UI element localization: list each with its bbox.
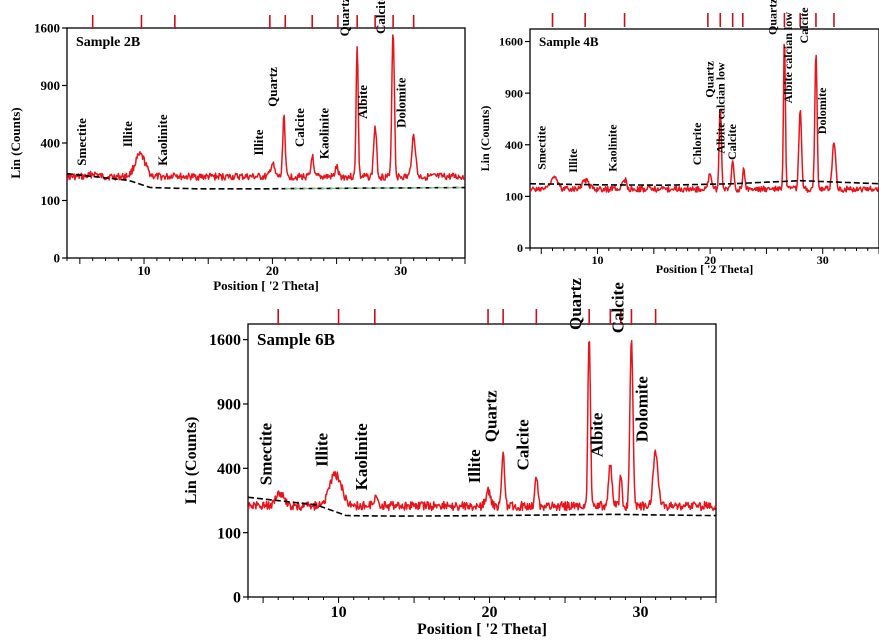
y-axis-label: Lin (Counts)	[183, 417, 200, 505]
peak-annotation: Calcite	[797, 7, 811, 44]
diffraction-pattern	[247, 339, 717, 512]
chart-1: 0 100 400 900 1600 10 20 30 Position [ '2 Theta]…	[8, 0, 466, 293]
x-axis-label: Position [ '2 Theta]	[656, 262, 753, 276]
background-curve	[247, 496, 716, 517]
y-axis-label: Lin (Counts)	[8, 107, 23, 178]
y-tick-label: 0	[233, 590, 241, 607]
x-tick-label: 30	[394, 263, 407, 278]
peak-annotation: Smectite	[535, 125, 549, 170]
y-tick-label: 1600	[34, 21, 60, 36]
x-tick-label: 20	[266, 263, 279, 278]
y-tick-label: 100	[505, 190, 523, 204]
y-tick-label: 900	[217, 397, 241, 414]
plot-frame	[529, 28, 879, 249]
peak-annotation: Quartz	[482, 390, 501, 442]
peak-annotation: Calcite	[513, 419, 532, 470]
peak-annotation: Calcite	[608, 282, 627, 333]
peak-annotation: Albite calcian low	[781, 12, 795, 104]
y-axis-label: Lin (Counts)	[478, 106, 492, 172]
y-tick-label: 1600	[209, 332, 241, 349]
x-axis-label: Position [ '2 Theta]	[417, 621, 547, 638]
chart-2: 0 100 400 900 1600 10 20 30 Position [ '2 Theta]…	[478, 0, 879, 276]
peak-annotation: Dolomite	[815, 87, 829, 134]
background-curve	[66, 172, 465, 190]
peak-annotation: Kaolinite	[317, 108, 332, 160]
peak-annotation: Dolomite	[633, 376, 652, 443]
chart-title: Sample 6B	[257, 330, 335, 349]
peak-annotation: Kaolinite	[352, 423, 371, 491]
x-tick-label: 10	[138, 263, 151, 278]
peak-annotation: Calcite	[725, 123, 739, 160]
background-curve	[529, 179, 879, 186]
y-tick-label: 900	[41, 78, 61, 93]
peak-annotation: Quartz	[265, 67, 280, 107]
peak-annotation: Quartz	[566, 278, 585, 330]
x-tick-label: 10	[331, 604, 347, 621]
peak-annotation: Calcite	[292, 108, 307, 147]
diffraction-pattern	[66, 34, 466, 181]
background-curve-tail	[285, 186, 466, 190]
peak-annotation: Kaolinite	[606, 124, 620, 172]
peak-annotation: Quartz	[337, 0, 352, 36]
chart-title: Sample 2B	[76, 35, 140, 50]
peak-annotation: Albite	[587, 412, 606, 457]
peak-annotation: Albite calcian low	[714, 62, 728, 154]
peak-annotation: Illite	[313, 432, 332, 466]
chart-3: 0 100 400 900 1600 10 20 30 Position [ '2 Theta]…	[183, 278, 717, 638]
peak-annotation: Illite	[465, 449, 484, 483]
plot-frame	[247, 323, 717, 598]
peak-annotation: Illite	[251, 129, 266, 155]
y-tick-label: 400	[505, 138, 523, 152]
peak-annotation: Dolomite	[394, 77, 409, 128]
peak-annotation: Quartz	[702, 60, 716, 97]
x-tick-label: 30	[633, 604, 649, 621]
peak-annotation: Smectite	[74, 118, 89, 166]
x-tick-label: 20	[482, 604, 498, 621]
peak-annotation: Smectite	[257, 422, 276, 485]
y-tick-label: 400	[217, 461, 241, 478]
peak-annotation: Chlorite	[690, 122, 704, 165]
x-tick-label: 10	[592, 253, 604, 267]
y-tick-label: 400	[41, 136, 61, 151]
y-tick-label: 900	[505, 86, 523, 100]
peak-annotation: Calcite	[373, 0, 388, 34]
x-tick-label: 20	[704, 253, 716, 267]
y-tick-label: 0	[54, 251, 61, 266]
y-tick-label: 100	[41, 193, 61, 208]
x-tick-label: 30	[817, 253, 829, 267]
y-tick-label: 1600	[499, 35, 523, 49]
chart-title: Sample 4B	[539, 34, 599, 49]
y-tick-label: 100	[217, 525, 241, 542]
peak-annotation: Quartz	[765, 0, 779, 35]
peak-annotation: Kaolinite	[155, 114, 170, 166]
x-axis-label: Position [ '2 Theta]	[213, 278, 319, 293]
peak-annotation: Illite	[566, 148, 580, 173]
peak-annotation: Illite	[120, 121, 135, 147]
diffraction-pattern	[529, 43, 879, 193]
y-tick-label: 0	[517, 241, 523, 255]
peak-annotation: Albite	[355, 85, 370, 119]
